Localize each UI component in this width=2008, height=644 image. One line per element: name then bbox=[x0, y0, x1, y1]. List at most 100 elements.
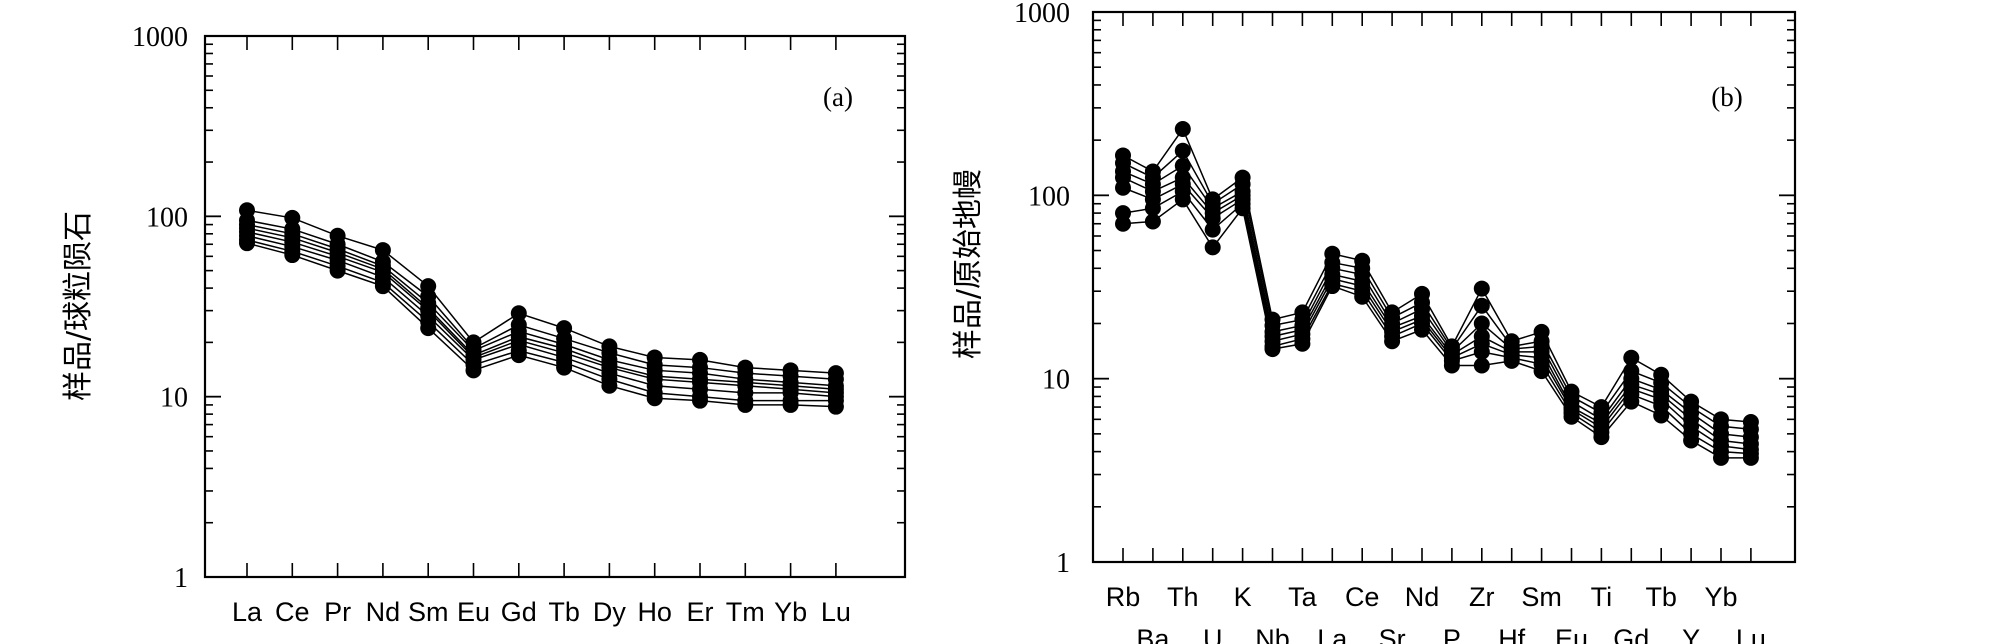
data-point-a bbox=[284, 247, 301, 264]
data-point-b bbox=[1503, 352, 1520, 369]
data-point-a bbox=[374, 278, 391, 295]
x-tick-label-b: Nb bbox=[1255, 624, 1290, 644]
y-tick-label-a: 10 bbox=[160, 383, 188, 414]
data-point-a bbox=[646, 390, 663, 407]
y-tick-label-b: 10 bbox=[1042, 365, 1070, 396]
data-point-b bbox=[1473, 315, 1490, 332]
data-point-b bbox=[1264, 341, 1281, 358]
panel-label-b: (b) bbox=[1711, 82, 1742, 112]
series-line-b bbox=[1122, 176, 1751, 445]
x-tick-label-b: U bbox=[1203, 624, 1223, 644]
y-tick-label-a: 1 bbox=[174, 563, 188, 594]
x-tick-label-a: Gd bbox=[501, 597, 537, 627]
plot-frame-a bbox=[203, 34, 907, 579]
series-line-b bbox=[1122, 190, 1751, 455]
data-point-b bbox=[1115, 179, 1131, 196]
data-point-b bbox=[1623, 349, 1640, 366]
x-tick-label-a: La bbox=[232, 597, 263, 627]
data-point-b bbox=[1204, 239, 1221, 256]
y-tick-label-a: 100 bbox=[146, 202, 188, 233]
series-line-b bbox=[1122, 149, 1751, 430]
data-point-a bbox=[374, 242, 391, 259]
data-point-b bbox=[1473, 343, 1490, 360]
data-point-a bbox=[284, 209, 301, 226]
y-tick-label-b: 1 bbox=[1056, 548, 1070, 579]
y-axis-title-b: 样品/原始地幔 bbox=[951, 169, 986, 359]
x-tick-label-b: K bbox=[1234, 582, 1252, 612]
x-tick-label-a: Ce bbox=[275, 597, 310, 627]
x-tick-label-b: Sr bbox=[1379, 624, 1406, 644]
x-tick-label-a: Eu bbox=[457, 597, 490, 627]
x-tick-label-b: Y bbox=[1682, 624, 1700, 644]
x-tick-label-b: La bbox=[1317, 624, 1348, 644]
series-line-b bbox=[1122, 164, 1751, 438]
x-tick-label-a: Pr bbox=[324, 597, 351, 627]
data-point-b bbox=[1533, 363, 1550, 380]
y-axis-title-a: 样品/球粒陨石 bbox=[61, 211, 96, 401]
data-point-b bbox=[1174, 142, 1191, 159]
x-tick-label-b: Ce bbox=[1345, 582, 1380, 612]
data-point-b bbox=[1174, 121, 1191, 138]
y-tick-label-a: 1000 bbox=[132, 22, 188, 53]
data-point-b bbox=[1713, 449, 1729, 466]
data-point-b bbox=[1623, 393, 1640, 410]
data-point-a bbox=[510, 347, 527, 364]
data-point-b bbox=[1204, 221, 1221, 238]
data-point-a bbox=[737, 396, 754, 413]
data-point-a bbox=[239, 235, 255, 252]
data-point-b bbox=[1144, 213, 1161, 230]
data-point-a bbox=[782, 396, 799, 413]
x-tick-label-a: Tb bbox=[548, 597, 580, 627]
data-point-b bbox=[1683, 432, 1700, 449]
plot-frame-b bbox=[1091, 10, 1797, 564]
y-tick-label-b: 100 bbox=[1028, 181, 1070, 212]
data-point-b bbox=[1204, 210, 1221, 227]
x-tick-label-b: Th bbox=[1167, 582, 1199, 612]
data-point-a bbox=[510, 305, 527, 322]
data-point-b bbox=[1443, 357, 1460, 374]
data-point-b bbox=[1742, 449, 1759, 466]
data-point-b bbox=[1384, 333, 1401, 350]
x-tick-label-b: Hf bbox=[1498, 624, 1525, 644]
data-point-b bbox=[1653, 407, 1670, 424]
x-tick-label-b: Ta bbox=[1288, 582, 1318, 612]
y-tick-label-b: 1000 bbox=[1014, 0, 1070, 29]
data-point-b bbox=[1473, 297, 1490, 314]
x-tick-label-a: Er bbox=[687, 597, 714, 627]
x-tick-label-a: Dy bbox=[593, 597, 626, 627]
x-tick-label-b: Sm bbox=[1521, 582, 1562, 612]
x-tick-label-a: Lu bbox=[821, 597, 851, 627]
data-point-b bbox=[1174, 157, 1191, 174]
x-tick-label-a: Tm bbox=[726, 597, 765, 627]
data-point-b bbox=[1234, 200, 1251, 217]
data-point-a bbox=[601, 377, 618, 394]
panel-label-a: (a) bbox=[823, 82, 853, 112]
x-tick-label-b: Ti bbox=[1591, 582, 1613, 612]
data-point-b bbox=[1354, 288, 1371, 305]
series-line-b bbox=[1122, 183, 1751, 451]
data-point-a bbox=[465, 362, 482, 379]
data-point-b bbox=[1593, 429, 1610, 446]
x-tick-label-b: Lu bbox=[1736, 624, 1766, 644]
x-tick-label-a: Ho bbox=[637, 597, 672, 627]
series-line-b bbox=[1122, 127, 1751, 423]
x-tick-label-b: Zr bbox=[1469, 582, 1494, 612]
data-point-a bbox=[556, 359, 573, 376]
data-point-b bbox=[1324, 278, 1341, 295]
x-tick-label-b: Eu bbox=[1555, 624, 1588, 644]
x-tick-label-b: Yb bbox=[1704, 582, 1737, 612]
x-tick-label-a: Nd bbox=[366, 597, 401, 627]
data-point-b bbox=[1294, 335, 1311, 352]
data-point-a bbox=[692, 392, 708, 409]
data-point-b bbox=[1144, 200, 1161, 217]
x-tick-label-b: Rb bbox=[1106, 582, 1141, 612]
data-point-a bbox=[827, 398, 844, 415]
x-tick-label-a: Sm bbox=[408, 597, 449, 627]
x-tick-label-b: P bbox=[1443, 624, 1461, 644]
series-line-b bbox=[1122, 198, 1751, 459]
data-point-b bbox=[1473, 280, 1490, 297]
data-point-b bbox=[1563, 408, 1580, 425]
data-point-b bbox=[1473, 357, 1490, 374]
data-point-b bbox=[1115, 215, 1131, 232]
